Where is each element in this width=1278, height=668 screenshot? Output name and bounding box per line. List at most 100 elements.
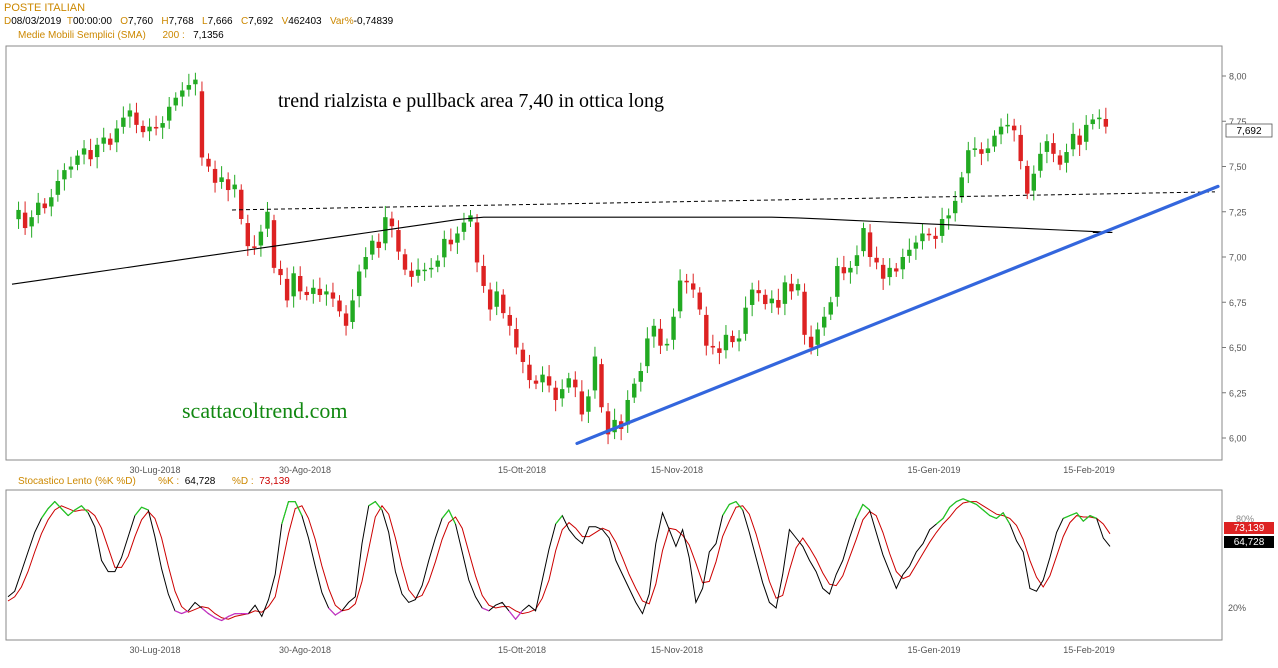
candle-body xyxy=(284,278,290,301)
stochastic-overbought-segment xyxy=(956,498,964,503)
stochastic-oversold-segment xyxy=(481,607,490,612)
stochastic-label: Stocastico Lento (%K %D) xyxy=(18,476,136,487)
candle-body xyxy=(186,85,192,90)
candle-body xyxy=(68,166,74,170)
candle-body xyxy=(546,376,552,386)
volume-label: V xyxy=(281,16,289,27)
candle-body xyxy=(743,307,748,334)
candle-body xyxy=(939,218,945,236)
candle-body xyxy=(1084,124,1089,142)
stochastic-overbought-segment xyxy=(1002,512,1011,525)
candle-body xyxy=(494,291,499,307)
last-price-marker: 7,692 xyxy=(1225,123,1273,138)
candle-body xyxy=(553,387,558,400)
candle-body xyxy=(730,335,735,343)
candle-body xyxy=(985,148,991,154)
candle-body xyxy=(579,391,585,415)
candle-body xyxy=(88,150,93,160)
candle-body xyxy=(370,240,375,255)
candle-body xyxy=(1005,124,1010,127)
candle-body xyxy=(317,288,323,296)
candle-body xyxy=(638,371,643,382)
stochastic-overbought-segment xyxy=(862,503,870,511)
candle-body xyxy=(677,280,683,312)
candle-body xyxy=(979,149,984,154)
candle-body xyxy=(108,138,113,145)
candle-body xyxy=(225,179,231,191)
stochastic-overbought-segment xyxy=(81,505,89,514)
candle-body xyxy=(913,242,919,249)
level-20-label: 20% xyxy=(1228,603,1246,613)
date-label: D xyxy=(4,16,12,27)
candle-body xyxy=(926,233,932,236)
candle-body xyxy=(435,260,440,267)
candle-body xyxy=(625,399,630,425)
candle-body xyxy=(946,215,951,219)
candle-body xyxy=(81,148,87,155)
candle-body xyxy=(861,228,866,252)
stochastic-overbought-segment xyxy=(735,501,744,511)
stochastic-overbought-segment xyxy=(368,501,376,507)
candle-body xyxy=(153,126,159,129)
stochastic-overbought-segment xyxy=(54,501,62,510)
stochastic-overbought-segment xyxy=(969,501,977,505)
price-tick-label: 6,00 xyxy=(1229,434,1247,444)
candle-body xyxy=(599,364,604,408)
stochastic-overbought-segment xyxy=(374,501,383,511)
candle-body xyxy=(1103,118,1109,127)
main-panel xyxy=(5,45,1223,461)
candle-body xyxy=(121,117,126,127)
k-value-badge-text: 64,728 xyxy=(1234,537,1265,548)
candle-body xyxy=(36,202,41,216)
sma-value: 7,1356 xyxy=(193,30,224,41)
candle-body xyxy=(723,334,729,351)
candle-body xyxy=(252,246,257,248)
candle-body xyxy=(540,374,545,383)
candle-body xyxy=(835,266,840,297)
candle-body xyxy=(808,336,814,348)
candle-body xyxy=(265,211,270,229)
candle-body xyxy=(560,389,565,399)
candle-body xyxy=(487,289,493,310)
stochastic-oversold-segment xyxy=(515,610,523,620)
stochastic-oversold-segment xyxy=(221,615,229,622)
sma-period: 200 : xyxy=(162,30,185,41)
candle-body xyxy=(29,217,34,227)
candle-body xyxy=(1051,143,1056,154)
var-value: -0,74839 xyxy=(353,16,394,27)
sma-legend: Medie Mobili Semplici (SMA) 200 : 7,1356 xyxy=(18,30,224,41)
candle-body xyxy=(114,128,119,143)
candle-body xyxy=(907,249,912,256)
stochastic-panel xyxy=(5,489,1223,641)
instrument-title: POSTE ITALIAN xyxy=(4,2,86,14)
candle-body xyxy=(330,292,336,299)
candle-body xyxy=(966,150,971,174)
candle-body xyxy=(789,283,794,292)
date-tick-label: 30-Lug-2018 xyxy=(129,465,180,475)
candle-body xyxy=(507,315,512,326)
resistance-dashed-line xyxy=(231,191,1216,211)
candle-body xyxy=(22,212,28,229)
candle-body xyxy=(1097,117,1102,120)
candle-body xyxy=(389,218,395,227)
date-tick-label: 15-Feb-2019 xyxy=(1063,465,1115,475)
candle-body xyxy=(291,273,296,297)
candle-body xyxy=(199,91,205,158)
candle-body xyxy=(356,271,362,297)
price-tick-label: 8,00 xyxy=(1229,72,1247,82)
k-value-badge xyxy=(1224,536,1274,548)
candle-body xyxy=(736,338,742,342)
candle-body xyxy=(998,126,1004,135)
candle-body xyxy=(900,257,905,270)
stochastic-overbought-segment xyxy=(448,509,457,525)
date-tick-label: 15-Nov-2018 xyxy=(651,645,703,655)
stochastic-overbought-segment xyxy=(555,515,563,525)
candle-body xyxy=(167,106,172,121)
candle-body xyxy=(520,349,526,362)
date-tick-label: 15-Gen-2019 xyxy=(907,465,960,475)
candle-body xyxy=(795,284,801,291)
date-tick-label: 15-Feb-2019 xyxy=(1063,645,1115,655)
candle-body xyxy=(94,144,100,158)
stochastic-overbought-segment xyxy=(74,505,82,511)
date-value: 08/03/2019 xyxy=(11,16,62,27)
